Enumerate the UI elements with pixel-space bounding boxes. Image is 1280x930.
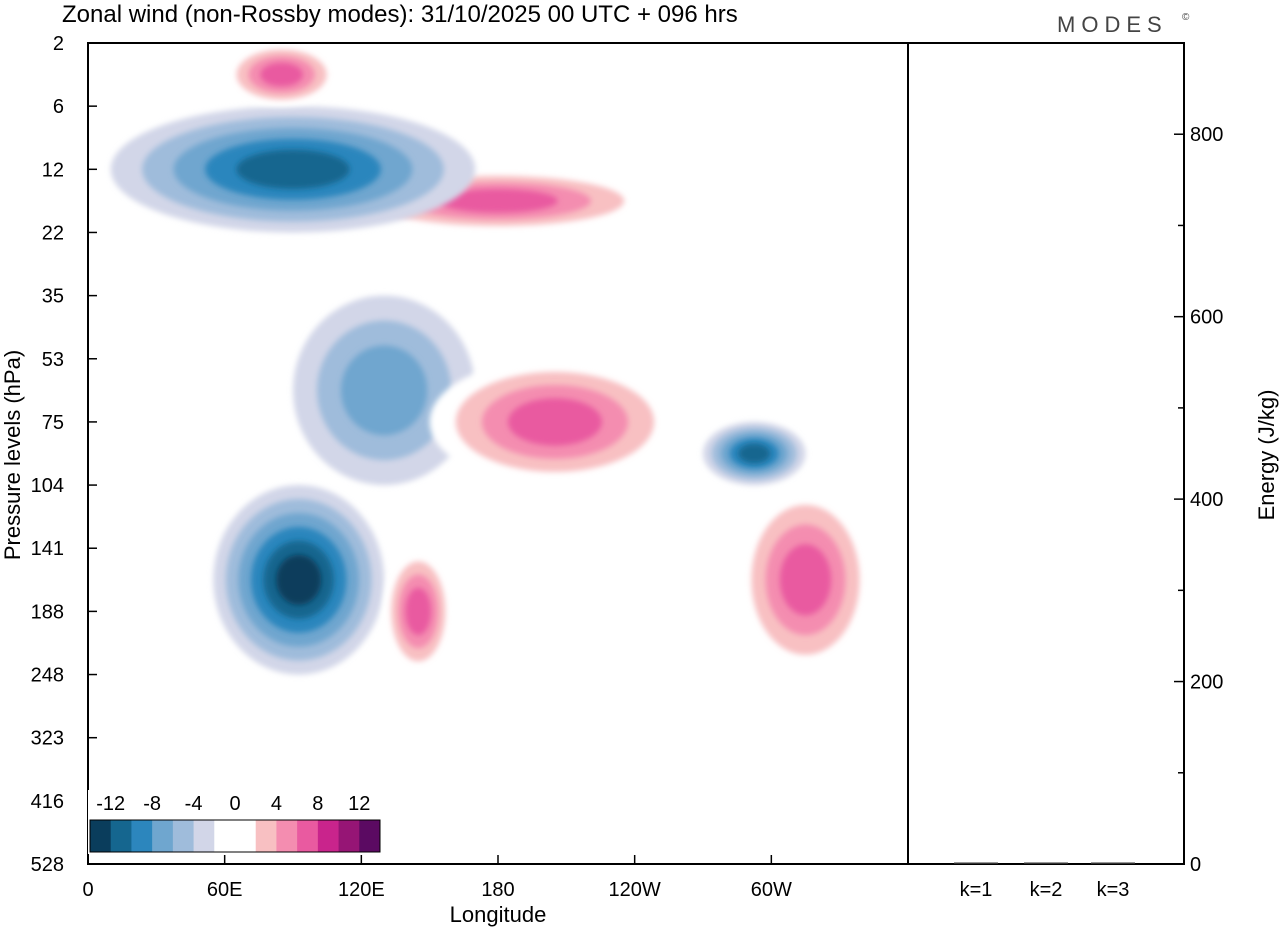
colorbar-label: 8 [312, 793, 323, 815]
energy-tick-label: 0 [1190, 854, 1201, 876]
energy-axis: 0 200 400 600 800 [1174, 42, 1223, 876]
energy-bar [1091, 862, 1135, 864]
wind-contour-level [276, 554, 322, 605]
colorbar: -12 -8 -4 0 4 8 12 [88, 790, 382, 854]
longitude-tick-label: 60W [751, 879, 792, 901]
wind-feature [224, 43, 339, 107]
wind-contour-level [405, 587, 432, 636]
pressure-tick-label: 104 [31, 475, 64, 497]
pressure-tick-label: 188 [31, 601, 64, 623]
heatmap-panel: 2 6 12 22 35 53 75 104 141 188 248 323 416 528 0 60E 12… [0, 33, 909, 927]
energy-tick-label: 800 [1190, 124, 1223, 146]
energy-category-label: k=3 [1097, 879, 1130, 901]
colorbar-swatch [276, 820, 298, 852]
colorbar-swatch [152, 820, 174, 852]
colorbar-swatch [255, 820, 277, 852]
pressure-tick-label: 416 [31, 791, 64, 813]
energy-category-label: k=1 [960, 879, 993, 901]
wind-contour-level [260, 62, 303, 87]
pressure-tick-label: 12 [42, 159, 64, 181]
colorbar-swatch [359, 820, 381, 852]
wind-feature [384, 548, 453, 675]
energy-frame [907, 42, 1185, 865]
pressure-axis: 2 6 12 22 35 53 75 104 141 188 248 323 416 528 [31, 33, 97, 876]
longitude-axis: 0 60E 120E 180 120W 60W [82, 855, 792, 901]
wind-feature [213, 485, 385, 675]
y-axis-label: Pressure levels (hPa) [0, 350, 25, 560]
brand-name: MODES [1057, 12, 1168, 37]
wind-contour-level [236, 149, 350, 189]
x-axis-label: Longitude [450, 902, 547, 927]
colorbar-swatch [338, 820, 360, 852]
chart-title: Zonal wind (non-Rossby modes): 31/10/202… [62, 1, 738, 28]
energy-tick-label: 200 [1190, 672, 1223, 694]
colorbar-label: 12 [348, 793, 370, 815]
colorbar-label: 0 [229, 793, 240, 815]
energy-tick-label: 400 [1190, 489, 1223, 511]
pressure-tick-label: 248 [31, 665, 64, 687]
energy-panel: 0 200 400 600 800 k=1 k=2 k=3 Energy (J/kg) [907, 42, 1279, 901]
colorbar-label: -8 [143, 793, 161, 815]
colorbar-frame [89, 819, 381, 853]
wind-contour-level [507, 398, 602, 446]
colorbar-swatch [214, 820, 236, 852]
pressure-tick-label: 6 [53, 96, 64, 118]
energy-bar [1024, 862, 1068, 864]
pressure-tick-label: 2 [53, 33, 64, 55]
pressure-tick-label: 75 [42, 412, 64, 434]
energy-category-label: k=2 [1030, 879, 1063, 901]
pressure-tick-label: 528 [31, 854, 64, 876]
colorbar-label: -12 [96, 793, 125, 815]
longitude-tick-label: 60E [207, 879, 243, 901]
colorbar-swatch [193, 820, 215, 852]
colorbar-swatch [90, 820, 112, 852]
wind-contour-level [738, 443, 771, 464]
longitude-tick-label: 120W [609, 879, 661, 901]
pressure-tick-label: 22 [42, 222, 64, 244]
wind-feature [110, 106, 476, 233]
wind-feature [293, 295, 476, 486]
pressure-tick-label: 53 [42, 349, 64, 371]
pressure-tick-label: 141 [31, 538, 64, 560]
brand-mark: © [1182, 12, 1190, 23]
wind-contour-level [779, 544, 832, 616]
longitude-tick-label: 120E [338, 879, 385, 901]
colorbar-swatch [235, 820, 257, 852]
energy-tick-label: 600 [1190, 307, 1223, 329]
colorbar-label: -4 [185, 793, 203, 815]
energy-bar [954, 862, 998, 864]
wind-contour-level [340, 345, 428, 436]
longitude-tick-label: 180 [481, 879, 514, 901]
energy-bars: k=1 k=2 k=3 [954, 862, 1135, 901]
energy-axis-label: Energy (J/kg) [1254, 390, 1279, 521]
colorbar-swatch [110, 820, 132, 852]
colorbar-label: 4 [271, 793, 282, 815]
longitude-tick-label: 0 [82, 879, 93, 901]
pressure-tick-label: 323 [31, 728, 64, 750]
colorbar-swatch [131, 820, 153, 852]
wind-feature [429, 358, 681, 486]
wind-contour-level [438, 189, 558, 213]
brand-logo: MODES © [1057, 12, 1190, 37]
wind-contours [110, 43, 874, 675]
colorbar-swatch [317, 820, 340, 852]
colorbar-swatch [172, 820, 195, 852]
wind-feature [703, 421, 806, 486]
pressure-tick-label: 35 [42, 286, 64, 308]
colorbar-swatch [297, 820, 319, 852]
wind-feature [737, 485, 874, 675]
